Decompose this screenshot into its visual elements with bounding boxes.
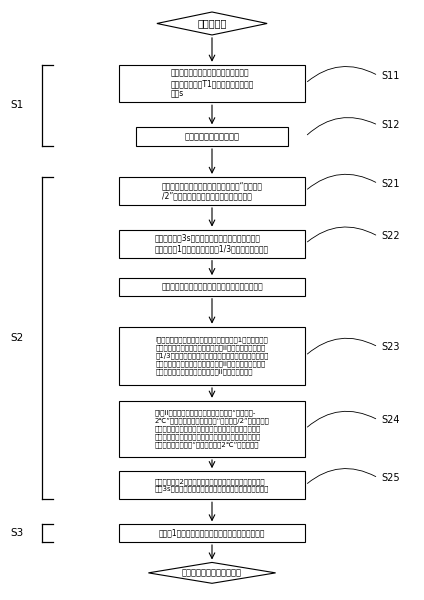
- Text: S2: S2: [10, 333, 24, 343]
- FancyBboxPatch shape: [119, 230, 305, 258]
- Text: 仅打开1路电磁阀进水，吸收加热模块散发的热量。: 仅打开1路电磁阀进水，吸收加热模块散发的热量。: [159, 529, 265, 538]
- Text: 洗衣机通电: 洗衣机通电: [197, 19, 227, 28]
- Text: 主洗进水冲洗衣粉阶段时，加热模块按“额定功率
/2”通电进行加热，并等加热时间进行计时: 主洗进水冲洗衣粉阶段时，加热模块按“额定功率 /2”通电进行加热，并等加热时间进…: [162, 181, 262, 201]
- FancyBboxPatch shape: [136, 127, 288, 146]
- Text: S1: S1: [10, 100, 24, 110]
- FancyBboxPatch shape: [119, 524, 305, 542]
- Text: 加热时间大于2分钟后，停止冲洗衣粉进水的加热，停止加
热前3s，加热模块功率开始逐渐调低，直到最后全部关闭。: 加热时间大于2分钟后，停止冲洗衣粉进水的加热，停止加 热前3s，加热模块功率开始…: [155, 478, 269, 493]
- Text: 当热水温度大于设定温度（设定冲洗衣粉温度）时: 当热水温度大于设定温度（设定冲洗衣粉温度）时: [161, 283, 263, 292]
- Text: I路电磁阀调节打开幅度以实现热量的水，当1路电磁阀完全
打开后，热水水温大于设定温度时，II路电磁阀打开（先打
开1/3开度）；打开哪路阀者中和后水温的变化自动: I路电磁阀调节打开幅度以实现热量的水，当1路电磁阀完全 打开后，热水水温大于设定…: [155, 337, 269, 375]
- Text: S25: S25: [382, 473, 400, 483]
- Text: S22: S22: [382, 232, 400, 241]
- FancyBboxPatch shape: [119, 65, 305, 102]
- Text: S24: S24: [382, 415, 400, 425]
- Text: 加热时间达到3s后，加热模块功率逐渐提高到额定
功率，打开1路电磁阀（先打开1/3开度），开始进水: 加热时间达到3s后，加热模块功率逐渐提高到额定 功率，打开1路电磁阀（先打开1/…: [155, 234, 269, 254]
- Text: 设定完成后，启动洗衣机: 设定完成后，启动洗衣机: [184, 132, 240, 141]
- Text: S21: S21: [382, 179, 400, 188]
- Text: 进水至洗涤水位，开始洗涤: 进水至洗涤水位，开始洗涤: [182, 568, 242, 577]
- Polygon shape: [157, 12, 267, 35]
- FancyBboxPatch shape: [119, 177, 305, 205]
- FancyBboxPatch shape: [119, 401, 305, 457]
- Text: S11: S11: [382, 71, 400, 80]
- FancyBboxPatch shape: [119, 278, 305, 296]
- FancyBboxPatch shape: [119, 471, 305, 499]
- Text: 设定程序，可通过显示屏设定冲洗衣粉
（洗涤剂）水温T1、冲洗衣粉进水加热
时间s: 设定程序，可通过显示屏设定冲洗衣粉 （洗涤剂）水温T1、冲洗衣粉进水加热 时间s: [170, 68, 254, 99]
- Polygon shape: [148, 562, 276, 583]
- FancyBboxPatch shape: [119, 326, 305, 385]
- Text: 当I、II电磁阀都全开后，中和后水温升至“设定温度-
2℃”时，调节加热模块功率到“额定功率/2”的功率继续
进行加热。当中和后水温降低时，提高加热功率。当中和: 当I、II电磁阀都全开后，中和后水温升至“设定温度- 2℃”时，调节加热模块功率…: [155, 410, 269, 448]
- Text: S12: S12: [382, 120, 400, 130]
- Text: S23: S23: [382, 342, 400, 352]
- Text: S3: S3: [10, 528, 24, 538]
